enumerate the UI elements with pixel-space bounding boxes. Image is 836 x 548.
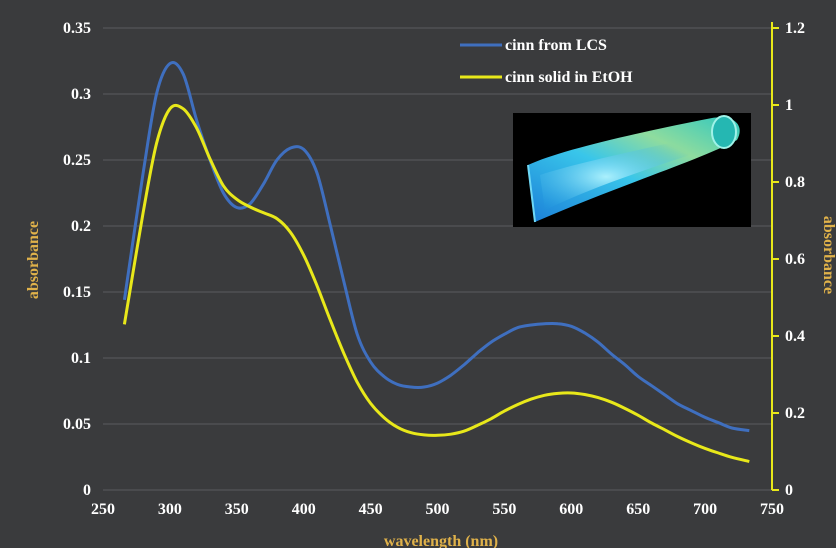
y-tick-label: 0.3 <box>71 86 91 103</box>
y2-tick-label: 0.6 <box>785 251 805 268</box>
y-tick-label: 0.15 <box>63 284 91 301</box>
gridlines <box>103 27 772 491</box>
x-axis-title: wavelength (nm) <box>384 533 498 548</box>
legend: cinn from LCS cinn solid in EtOH <box>460 37 633 86</box>
x-tick-label: 500 <box>426 501 450 518</box>
series-line-1 <box>122 61 750 433</box>
y-tick-label: 0.25 <box>63 152 91 169</box>
y2-tick-label: 0.2 <box>785 405 805 422</box>
y2-axis-title: absorbance <box>820 216 836 294</box>
y2-tick-label: 0.8 <box>785 174 805 191</box>
x-tick-label: 650 <box>626 501 650 518</box>
x-tick-label: 700 <box>693 501 717 518</box>
x-tick-label: 250 <box>91 501 115 518</box>
x-tick-label: 300 <box>158 501 182 518</box>
y2-tick-label: 1.2 <box>785 20 805 37</box>
left-axis-ticks: 0 0.05 0.1 0.15 0.2 0.25 0.3 0.35 <box>63 20 91 499</box>
y-tick-label: 0.1 <box>71 350 91 367</box>
inset-photo <box>513 113 751 227</box>
y-tick-label: 0.35 <box>63 20 91 37</box>
y2-tick-label: 0.4 <box>785 328 805 345</box>
x-tick-label: 750 <box>760 501 784 518</box>
series-layer <box>122 61 750 463</box>
series-line-2 <box>122 103 750 463</box>
y-axis-title: absorbance <box>25 221 42 299</box>
x-tick-label: 600 <box>559 501 583 518</box>
y-tick-label: 0.05 <box>63 416 91 433</box>
x-tick-label: 450 <box>359 501 383 518</box>
x-tick-label: 550 <box>492 501 516 518</box>
y2-tick-label: 0 <box>785 482 793 499</box>
x-axis-ticks: 250 300 350 400 450 500 550 600 650 700 750 <box>91 501 784 518</box>
legend-label-series-1: cinn from LCS <box>505 37 607 54</box>
y-tick-label: 0 <box>83 482 91 499</box>
x-tick-label: 400 <box>292 501 316 518</box>
y2-tick-label: 1 <box>785 97 793 114</box>
legend-label-series-2: cinn solid in EtOH <box>505 69 633 86</box>
right-axis: 0 0.2 0.4 0.6 0.8 1 1.2 <box>771 20 805 499</box>
y-tick-label: 0.2 <box>71 218 91 235</box>
x-tick-label: 350 <box>225 501 249 518</box>
